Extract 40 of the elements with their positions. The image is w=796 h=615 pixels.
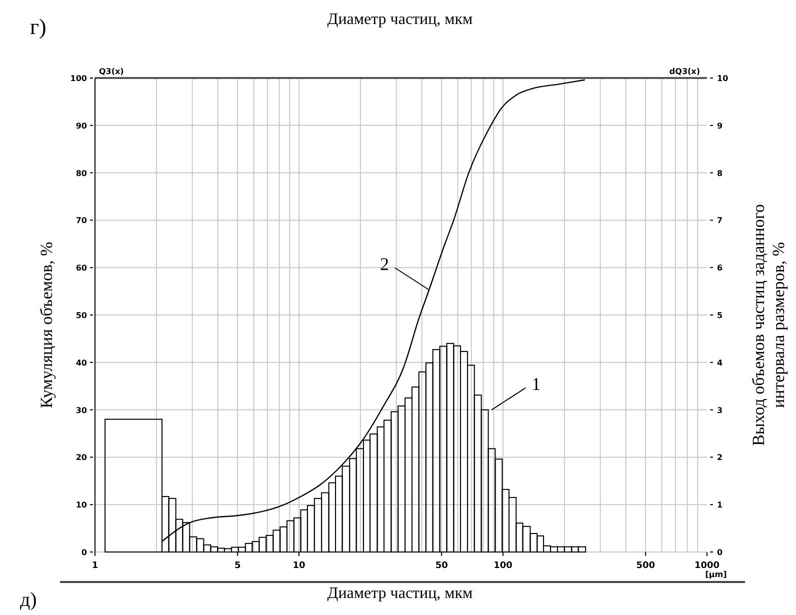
x-axis-title: Диаметр частиц, мкм — [327, 585, 473, 602]
y2-tick-label: 3 — [717, 406, 723, 415]
text: г) — [30, 14, 46, 39]
y-tick-label: 50 — [76, 311, 88, 320]
annotation: 2 — [380, 254, 390, 274]
text: [µm] — [705, 570, 727, 579]
y2-tick-label: 6 — [717, 264, 723, 273]
y2-tick-label: 0 — [717, 548, 723, 557]
y-tick-label: 70 — [76, 216, 88, 226]
y2-tick-label: 2 — [717, 453, 723, 462]
y2-tick-label: 7 — [717, 216, 723, 226]
text: д) — [20, 589, 37, 611]
y-tick-label: 10 — [76, 500, 88, 510]
x-tick-label: 1 — [92, 561, 98, 571]
x-tick-label: 500 — [636, 561, 655, 571]
y2-tick-label: 4 — [717, 358, 723, 368]
y2-axis-title: Выход объемов частиц заданного интервала размеров, % — [749, 204, 788, 446]
y-tick-label: 20 — [76, 453, 88, 462]
x-tick-label: 10 — [292, 561, 306, 571]
x-tick-label: 100 — [494, 561, 512, 571]
chart-title: Диаметр частиц, мкм — [327, 11, 473, 28]
y2-tick-label: 10 — [717, 74, 729, 83]
y-axis-title: Кумуляция объемов, % — [37, 242, 56, 408]
text: Q3(x) — [99, 67, 124, 76]
x-tick-label: 50 — [435, 561, 448, 571]
x-tick-label: 1000 — [694, 561, 720, 571]
y2-tick-label: 9 — [717, 121, 723, 130]
y2-tick-label: 8 — [717, 168, 723, 178]
y-tick-label: 40 — [76, 358, 88, 368]
y-tick-label: 30 — [76, 406, 88, 415]
y-tick-label: 90 — [76, 121, 88, 130]
y2-tick-label: 5 — [717, 311, 723, 320]
y-tick-label: 80 — [76, 168, 88, 178]
x-tick-label: 5 — [234, 561, 241, 571]
text: dQ3(x) — [669, 67, 700, 76]
y-tick-label: 100 — [70, 74, 88, 83]
y-tick-label: 60 — [76, 264, 88, 273]
y-tick-label: 0 — [81, 548, 88, 557]
annotation: 1 — [532, 374, 541, 394]
y2-tick-label: 1 — [717, 500, 723, 510]
